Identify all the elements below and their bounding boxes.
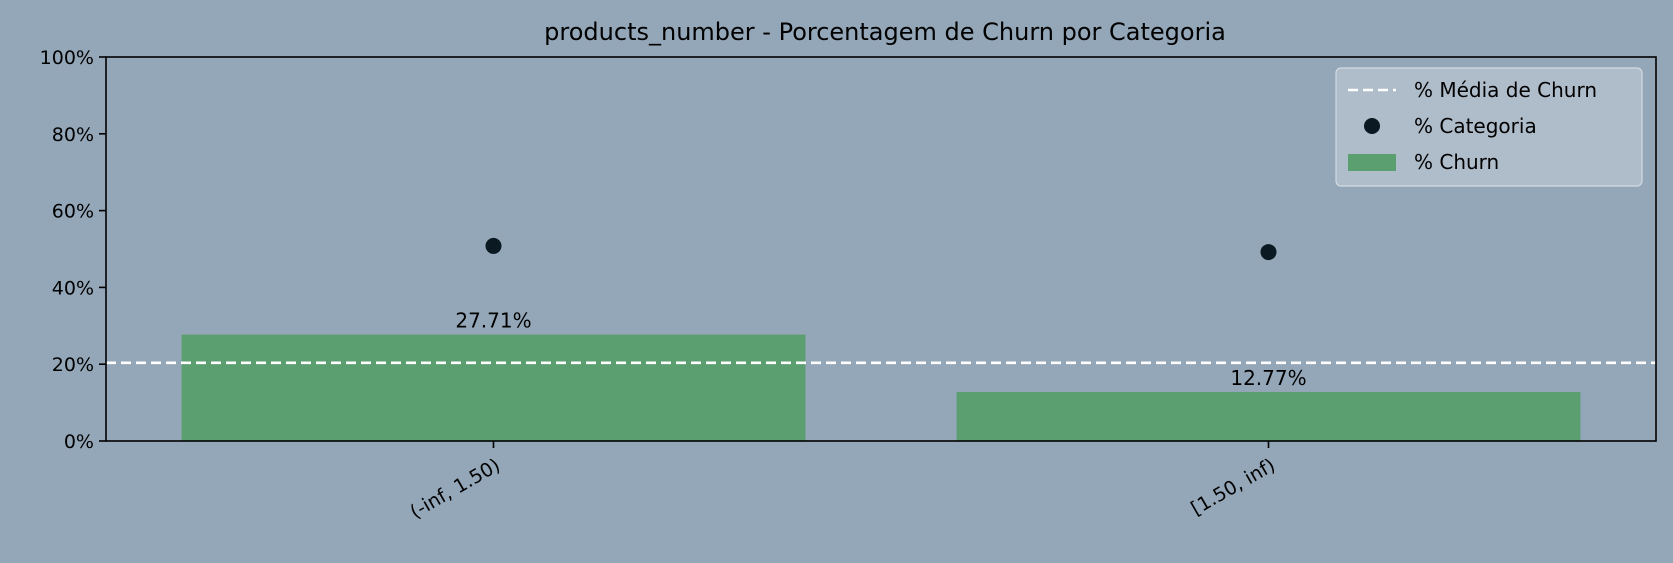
legend-symbol-churn-bar <box>1348 154 1396 171</box>
bars-layer <box>181 334 1581 441</box>
bar-value-label-1: 27.71% <box>455 309 531 333</box>
category-point-1 <box>485 237 502 254</box>
bar-2 <box>956 391 1581 441</box>
y-tick-label-1: 20% <box>52 354 94 376</box>
bar-1 <box>181 334 806 441</box>
y-tick-label-5: 100% <box>40 47 94 69</box>
bar-value-label-2: 12.77% <box>1230 366 1306 390</box>
legend-label-2: % Categoria <box>1414 114 1537 138</box>
chart-title: products_number - Porcentagem de Churn p… <box>544 18 1226 46</box>
legend-label-3: % Churn <box>1414 150 1499 174</box>
legend-symbol-category-point <box>1364 118 1380 134</box>
legend: % Média de Churn % Categoria % Churn <box>1335 67 1643 187</box>
plot-frame <box>105 56 1657 442</box>
legend-box <box>1335 67 1643 187</box>
y-tick-label-3: 60% <box>52 201 94 223</box>
y-tick-label-2: 40% <box>52 277 94 299</box>
bar-labels-layer: 27.71% 12.77% <box>455 309 1306 390</box>
category-point-2 <box>1260 244 1277 261</box>
points-layer <box>485 237 1277 261</box>
y-tick-label-4: 80% <box>52 124 94 146</box>
legend-label-1: % Média de Churn <box>1414 78 1597 102</box>
y-tick-label-0: 0% <box>64 431 94 453</box>
